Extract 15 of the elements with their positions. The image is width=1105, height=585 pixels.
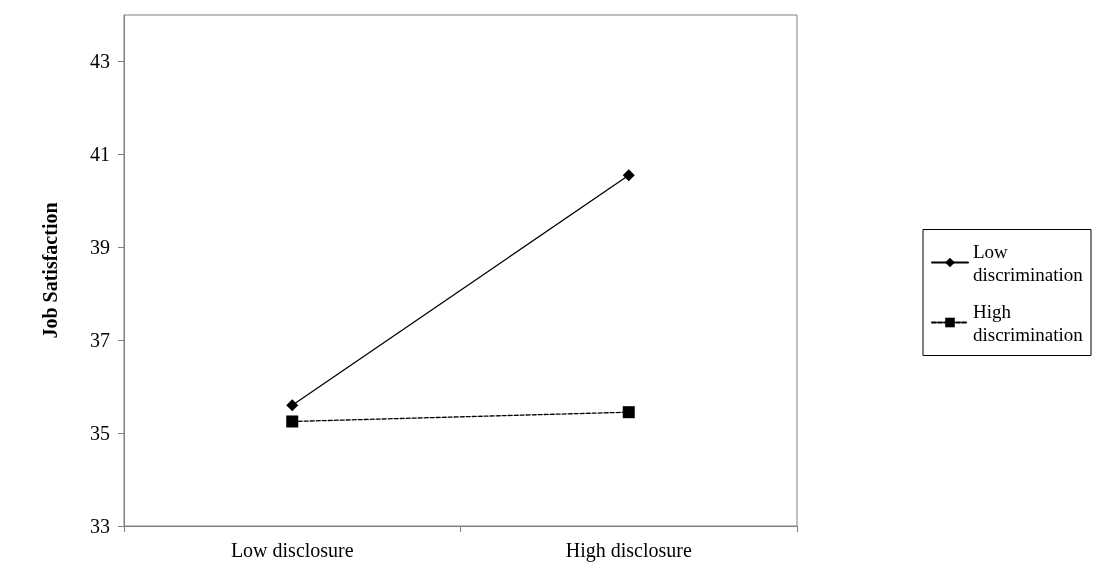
point bbox=[286, 399, 299, 412]
point bbox=[622, 406, 635, 419]
y-tick-label: 39 bbox=[90, 236, 110, 259]
y-tick-label: 35 bbox=[90, 422, 110, 445]
y-tick-label: 37 bbox=[90, 329, 110, 352]
point bbox=[286, 415, 299, 428]
legend-label: High discrimination bbox=[973, 300, 1084, 345]
y-tick-label: 33 bbox=[90, 515, 110, 537]
y-tick-label: 43 bbox=[90, 50, 110, 73]
legend-label: Low discrimination bbox=[973, 240, 1084, 285]
point bbox=[622, 169, 635, 182]
x-tick-label: Low disclosure bbox=[230, 539, 354, 561]
y-tick-label: 41 bbox=[90, 143, 110, 166]
y-axis-title: Job Satisfaction bbox=[39, 202, 61, 339]
x-tick-label: High disclosure bbox=[565, 539, 692, 562]
